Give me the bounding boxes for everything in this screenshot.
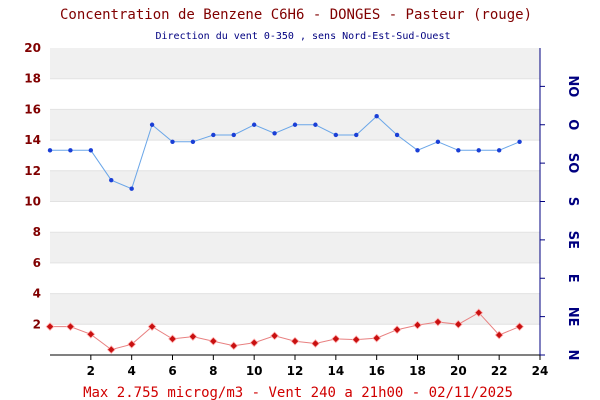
benzene-point (474, 308, 484, 318)
benzene-point (372, 333, 382, 343)
left-tick-label: 8 (33, 225, 41, 239)
wind-point (68, 148, 73, 153)
benzene-point (290, 336, 300, 346)
grid-bands (50, 48, 540, 356)
right-tick-label: NE (565, 307, 580, 327)
benzene-point (413, 320, 422, 330)
x-tick-label: 16 (368, 364, 385, 378)
wind-point (313, 122, 318, 127)
left-tick-label: 4 (33, 287, 41, 301)
x-tick-label: 12 (287, 364, 304, 378)
grid-band (50, 48, 540, 79)
benzene-point (229, 341, 239, 351)
wind-point (415, 148, 420, 153)
chart-subtitle: Direction du vent 0-350 , sens Nord-Est-… (155, 31, 450, 42)
x-axis-ticks: 2 4 6 8 10 12 14 16 18 20 22 24 (87, 355, 549, 378)
right-tick-label: N (565, 350, 580, 361)
grid-band (50, 293, 540, 325)
benzene-point (351, 335, 361, 345)
wind-point (333, 132, 339, 138)
right-axis-ticks: N NE E SE S SO O NO (540, 75, 580, 360)
left-tick-label: 12 (24, 164, 41, 178)
left-tick-label: 18 (24, 72, 41, 86)
left-tick-label: 6 (33, 256, 41, 270)
wind-point (190, 139, 196, 145)
x-tick-label: 14 (327, 364, 344, 378)
left-tick-label: 14 (24, 133, 41, 147)
benzene-point (249, 338, 259, 348)
chart-title: Concentration de Benzene C6H6 - DONGES -… (60, 7, 532, 23)
benzene-point (127, 339, 137, 349)
benzene-point (188, 332, 198, 341)
left-tick-label: 2 (33, 317, 41, 331)
wind-point (517, 139, 522, 145)
wind-point (47, 148, 53, 153)
right-tick-label: O (565, 119, 580, 130)
wind-point (149, 122, 155, 127)
left-axis-ticks: 2 4 6 8 10 12 14 16 18 20 (24, 41, 41, 331)
wind-point (374, 114, 379, 119)
left-tick-label: 16 (24, 102, 41, 116)
wind-point (435, 139, 441, 145)
benzene-point (168, 334, 177, 344)
benzene-point (86, 329, 96, 339)
x-tick-label: 22 (491, 364, 508, 378)
x-tick-label: 20 (450, 364, 467, 378)
wind-point (129, 186, 134, 191)
benzene-point (45, 322, 55, 331)
benzene-point (66, 322, 75, 331)
benzene-series (45, 308, 524, 354)
wind-point (354, 132, 359, 138)
chart-footer: Max 2.755 microg/m3 - Vent 240 a 21h00 -… (83, 385, 513, 400)
x-tick-label: 8 (209, 364, 217, 378)
left-tick-label: 20 (24, 41, 41, 55)
benzene-point (106, 345, 116, 354)
benzene-point (392, 325, 402, 335)
benzene-point (433, 317, 443, 327)
series-group (45, 114, 524, 354)
wind-point (292, 122, 298, 127)
wind-point (476, 148, 481, 153)
wind-point (109, 177, 114, 183)
right-tick-label: S (565, 197, 580, 206)
left-tick-label: 10 (24, 195, 41, 209)
benzene-point (515, 322, 524, 331)
x-tick-label: 18 (409, 364, 426, 378)
wind-point (88, 148, 94, 153)
grid-band (50, 232, 540, 263)
grid-band (50, 170, 540, 202)
benzene-point (270, 331, 279, 341)
benzene-point (208, 336, 218, 346)
benzene-point (494, 330, 504, 340)
x-tick-label: 24 (532, 364, 549, 378)
wind-point (394, 132, 400, 138)
wind-line (50, 115, 520, 190)
x-tick-label: 6 (168, 364, 176, 378)
wind-point (231, 132, 236, 138)
right-tick-label: NO (565, 75, 580, 97)
right-tick-label: SO (565, 153, 580, 173)
benzene-point (331, 334, 341, 344)
benzene-point (147, 322, 157, 331)
benzene-point (453, 319, 463, 329)
wind-point (251, 122, 257, 127)
wind-point (272, 131, 277, 136)
wind-point (456, 148, 461, 153)
wind-point (211, 132, 216, 138)
right-tick-label: E (565, 274, 580, 283)
x-tick-label: 10 (246, 364, 263, 378)
wind-point (496, 148, 502, 153)
wind-direction-series (47, 114, 522, 191)
x-tick-label: 2 (87, 364, 95, 378)
right-tick-label: SE (565, 231, 580, 249)
benzene-point (311, 339, 320, 348)
wind-point (170, 139, 175, 145)
x-tick-label: 4 (127, 364, 135, 378)
